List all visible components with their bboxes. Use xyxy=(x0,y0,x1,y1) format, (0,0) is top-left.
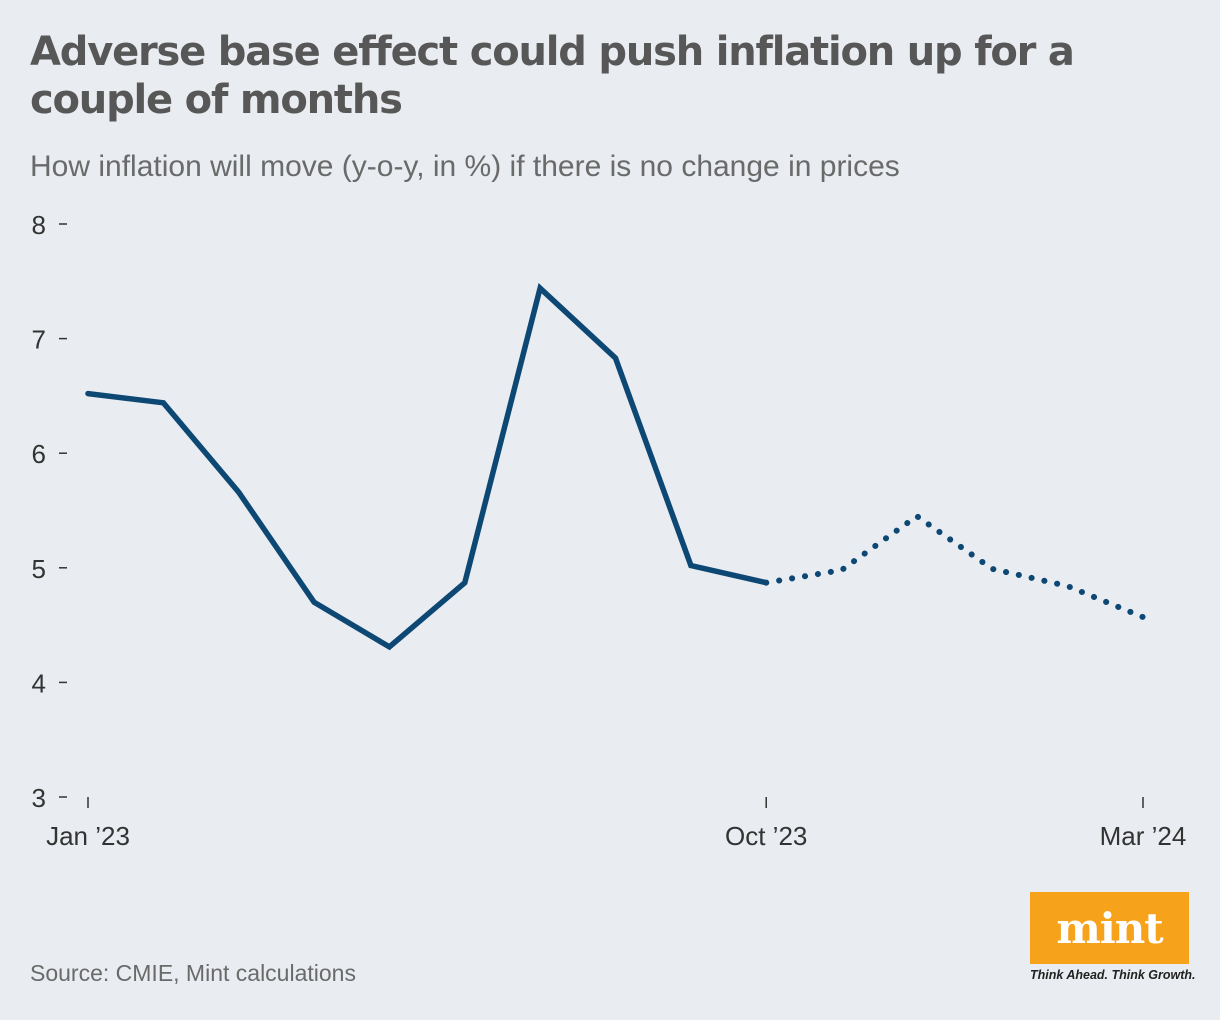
chart-title: Adverse base effect could push inflation… xyxy=(30,29,1075,123)
y-tick-label: 7 xyxy=(32,325,46,355)
mint-tagline: Think Ahead. Think Growth. xyxy=(1030,968,1196,982)
x-axis: Jan ’23 Oct ’23 Mar ’24 xyxy=(46,797,1186,851)
x-tick-label: Oct ’23 xyxy=(725,821,807,851)
source-note: Source: CMIE, Mint calculations xyxy=(30,960,356,986)
mint-logo: mint xyxy=(1030,892,1189,964)
x-tick-label: Mar ’24 xyxy=(1100,821,1187,851)
series-layer xyxy=(85,283,1146,651)
mint-logo-text: mint xyxy=(1056,903,1163,953)
line-chart: 3 4 5 6 7 8 Jan ’23 Oct ’23 Mar ’24 xyxy=(32,210,1187,851)
y-axis: 3 4 5 6 7 8 xyxy=(32,210,67,813)
y-tick-label: 8 xyxy=(32,210,46,240)
y-tick-label: 5 xyxy=(32,554,46,584)
projected-line xyxy=(763,512,1146,621)
y-tick-label: 6 xyxy=(32,439,46,469)
chart-subtitle: How inflation will move (y-o-y, in %) if… xyxy=(30,150,900,183)
y-tick-label: 4 xyxy=(32,668,46,698)
x-tick-label: Jan ’23 xyxy=(46,821,130,851)
y-tick-label: 3 xyxy=(32,783,46,813)
actual-line xyxy=(85,283,769,651)
